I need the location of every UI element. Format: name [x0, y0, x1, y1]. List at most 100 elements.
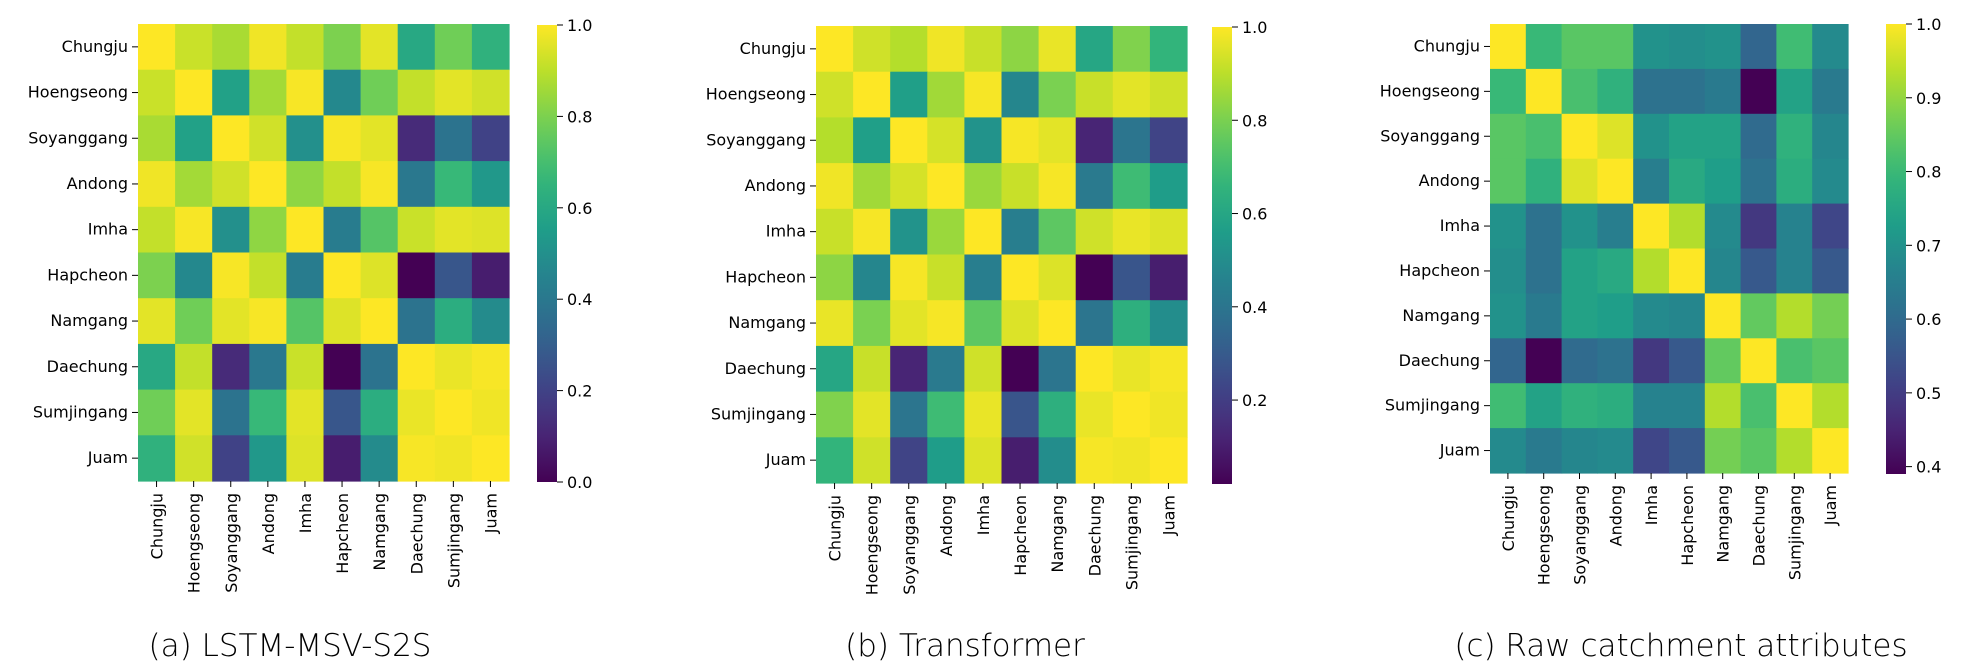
heatmap-cell-chungju-sumjingang — [1112, 26, 1151, 73]
heatmap-cell-hapcheon-daechung — [1075, 254, 1114, 301]
heatmap-cell-andong-juam — [471, 161, 510, 208]
heatmap-cell-namgang-imha — [1633, 293, 1670, 339]
heatmap-cell-daechung-andong — [927, 345, 965, 393]
heatmap-cell-chungju-daechung — [397, 24, 436, 71]
heatmap-cell-juam-hapcheon — [1669, 428, 1706, 474]
heatmap-cell-hoengseong-daechung — [1075, 71, 1114, 118]
heatmap-cell-hapcheon-namgang — [360, 252, 399, 299]
heatmap-cell-chungju-namgang — [1704, 24, 1742, 70]
heatmap-cell-sumjingang-soyanggang — [212, 389, 250, 436]
heatmap-cell-hapcheon-juam — [1149, 254, 1188, 301]
heatmap-cell-andong-soyanggang — [212, 161, 250, 208]
heatmap-cell-sumjingang-sumjingang — [434, 389, 473, 436]
y-tick-label: Andong — [1419, 171, 1480, 190]
colorbar — [537, 25, 557, 482]
y-tick-label: Sumjingang — [1385, 396, 1480, 415]
heatmap-cell-sumjingang-daechung — [1740, 383, 1777, 429]
heatmap-cell-andong-juam — [1812, 158, 1849, 205]
colorbar-tick-label: 0.9 — [1916, 89, 1941, 108]
heatmap-cell-hoengseong-imha — [964, 71, 1003, 118]
x-tick-label: Sumjingang — [444, 493, 463, 588]
heatmap-cell-daechung-juam — [1812, 338, 1849, 384]
heatmap-cell-hapcheon-hoengseong — [175, 252, 213, 299]
heatmap-cell-daechung-namgang — [1704, 338, 1742, 384]
x-tick-label: Hoengseong — [185, 493, 204, 593]
heatmap-cell-juam-andong — [927, 437, 965, 484]
heatmap-cell-daechung-juam — [471, 343, 510, 391]
y-tick-label: Sumjingang — [33, 402, 128, 421]
heatmap-cell-sumjingang-chungju — [138, 389, 176, 436]
heatmap-cell-andong-andong — [927, 163, 965, 210]
heatmap-cell-hoengseong-hoengseong — [1525, 68, 1563, 115]
heatmap-cell-soyanggang-andong — [927, 117, 965, 164]
panel-caption: (c) Raw catchment attributes — [1454, 628, 1907, 664]
heatmap-cell-namgang-daechung — [397, 298, 436, 345]
heatmap-cell-hoengseong-chungju — [1490, 68, 1527, 115]
heatmap-cell-hoengseong-andong — [927, 71, 965, 118]
heatmap-cell-juam-soyanggang — [212, 435, 250, 482]
heatmap-cell-hapcheon-soyanggang — [890, 254, 928, 301]
heatmap-cell-imha-daechung — [1740, 203, 1777, 250]
heatmap-cell-hoengseong-imha — [286, 69, 325, 116]
heatmap-cell-daechung-andong — [249, 343, 287, 391]
heatmap-cell-daechung-juam — [1149, 345, 1188, 393]
heatmap-cell-namgang-andong — [1597, 293, 1634, 339]
heatmap-cell-juam-juam — [1149, 437, 1188, 484]
heatmap-cell-namgang-hoengseong — [1525, 293, 1563, 339]
heatmap-cell-hapcheon-chungju — [1490, 248, 1527, 294]
heatmap-cell-hoengseong-hoengseong — [853, 71, 891, 118]
heatmap-cell-soyanggang-sumjingang — [434, 115, 473, 162]
heatmap-cell-namgang-soyanggang — [212, 298, 250, 345]
heatmap-cell-imha-hapcheon — [1001, 208, 1040, 256]
heatmap-cells — [1490, 24, 1849, 474]
heatmap-cell-juam-sumjingang — [434, 435, 473, 482]
heatmap-cell-hoengseong-juam — [1812, 68, 1849, 115]
heatmap-cell-hapcheon-hapcheon — [323, 252, 362, 299]
colorbar-tick-label: 0.6 — [1916, 310, 1941, 329]
heatmap-cell-sumjingang-namgang — [1704, 383, 1742, 429]
heatmap-cell-soyanggang-hoengseong — [853, 117, 891, 164]
heatmap-cell-hapcheon-soyanggang — [212, 252, 250, 299]
heatmap-cell-sumjingang-juam — [1812, 383, 1849, 429]
y-tick-label: Hapcheon — [47, 265, 128, 284]
heatmap-panel-2: Chungju Hoengseong Soyanggang Andong Imha Hap… — [706, 18, 1268, 664]
heatmap-cell-andong-hapcheon — [1669, 158, 1706, 205]
heatmap-cell-imha-imha — [964, 208, 1003, 256]
y-tick-label: Imha — [88, 220, 128, 239]
x-tick-label: Andong — [259, 493, 278, 554]
heatmap-cell-hapcheon-sumjingang — [1776, 248, 1813, 294]
heatmap-cell-juam-imha — [1633, 428, 1670, 474]
heatmap-cell-soyanggang-daechung — [1740, 113, 1777, 160]
heatmap-cell-soyanggang-namgang — [1038, 117, 1077, 164]
heatmap-cell-daechung-imha — [286, 343, 325, 391]
heatmap-cell-hapcheon-andong — [927, 254, 965, 301]
heatmap-cell-namgang-andong — [249, 298, 287, 345]
heatmap-cell-juam-sumjingang — [1112, 437, 1151, 484]
heatmap-cell-hoengseong-juam — [471, 69, 510, 116]
heatmap-cell-andong-sumjingang — [1776, 158, 1813, 205]
heatmap-cell-soyanggang-imha — [286, 115, 325, 162]
x-tick-label: Juam — [1821, 485, 1840, 526]
heatmap-cell-hapcheon-hoengseong — [853, 254, 891, 301]
heatmap-cell-chungju-andong — [249, 24, 287, 71]
x-tick-label: Namgang — [370, 493, 389, 571]
heatmap-cell-sumjingang-chungju — [816, 391, 854, 438]
heatmap-cell-juam-soyanggang — [1561, 428, 1598, 474]
x-tick-label: Daechung — [1085, 495, 1104, 576]
heatmap-cell-sumjingang-hapcheon — [1669, 383, 1706, 429]
heatmap-cell-hapcheon-imha — [1633, 248, 1670, 294]
heatmap-cell-chungju-hapcheon — [1669, 24, 1706, 70]
heatmap-cells — [816, 26, 1188, 484]
heatmap-cell-daechung-imha — [964, 345, 1003, 393]
heatmap-panel-1: Chungju Hoengseong Soyanggang Andong Imha Hap… — [28, 16, 593, 664]
heatmap-cell-imha-chungju — [816, 208, 854, 256]
heatmap-cell-soyanggang-hoengseong — [1525, 113, 1563, 160]
heatmap-cell-andong-chungju — [1490, 158, 1527, 205]
heatmap-cell-daechung-sumjingang — [1112, 345, 1151, 393]
heatmap-cell-sumjingang-imha — [1633, 383, 1670, 429]
heatmap-cell-sumjingang-daechung — [397, 389, 436, 436]
heatmap-cell-sumjingang-hapcheon — [323, 389, 362, 436]
heatmap-cell-hoengseong-hoengseong — [175, 69, 213, 116]
heatmap-cell-daechung-daechung — [397, 343, 436, 391]
heatmap-cell-namgang-daechung — [1075, 300, 1114, 347]
